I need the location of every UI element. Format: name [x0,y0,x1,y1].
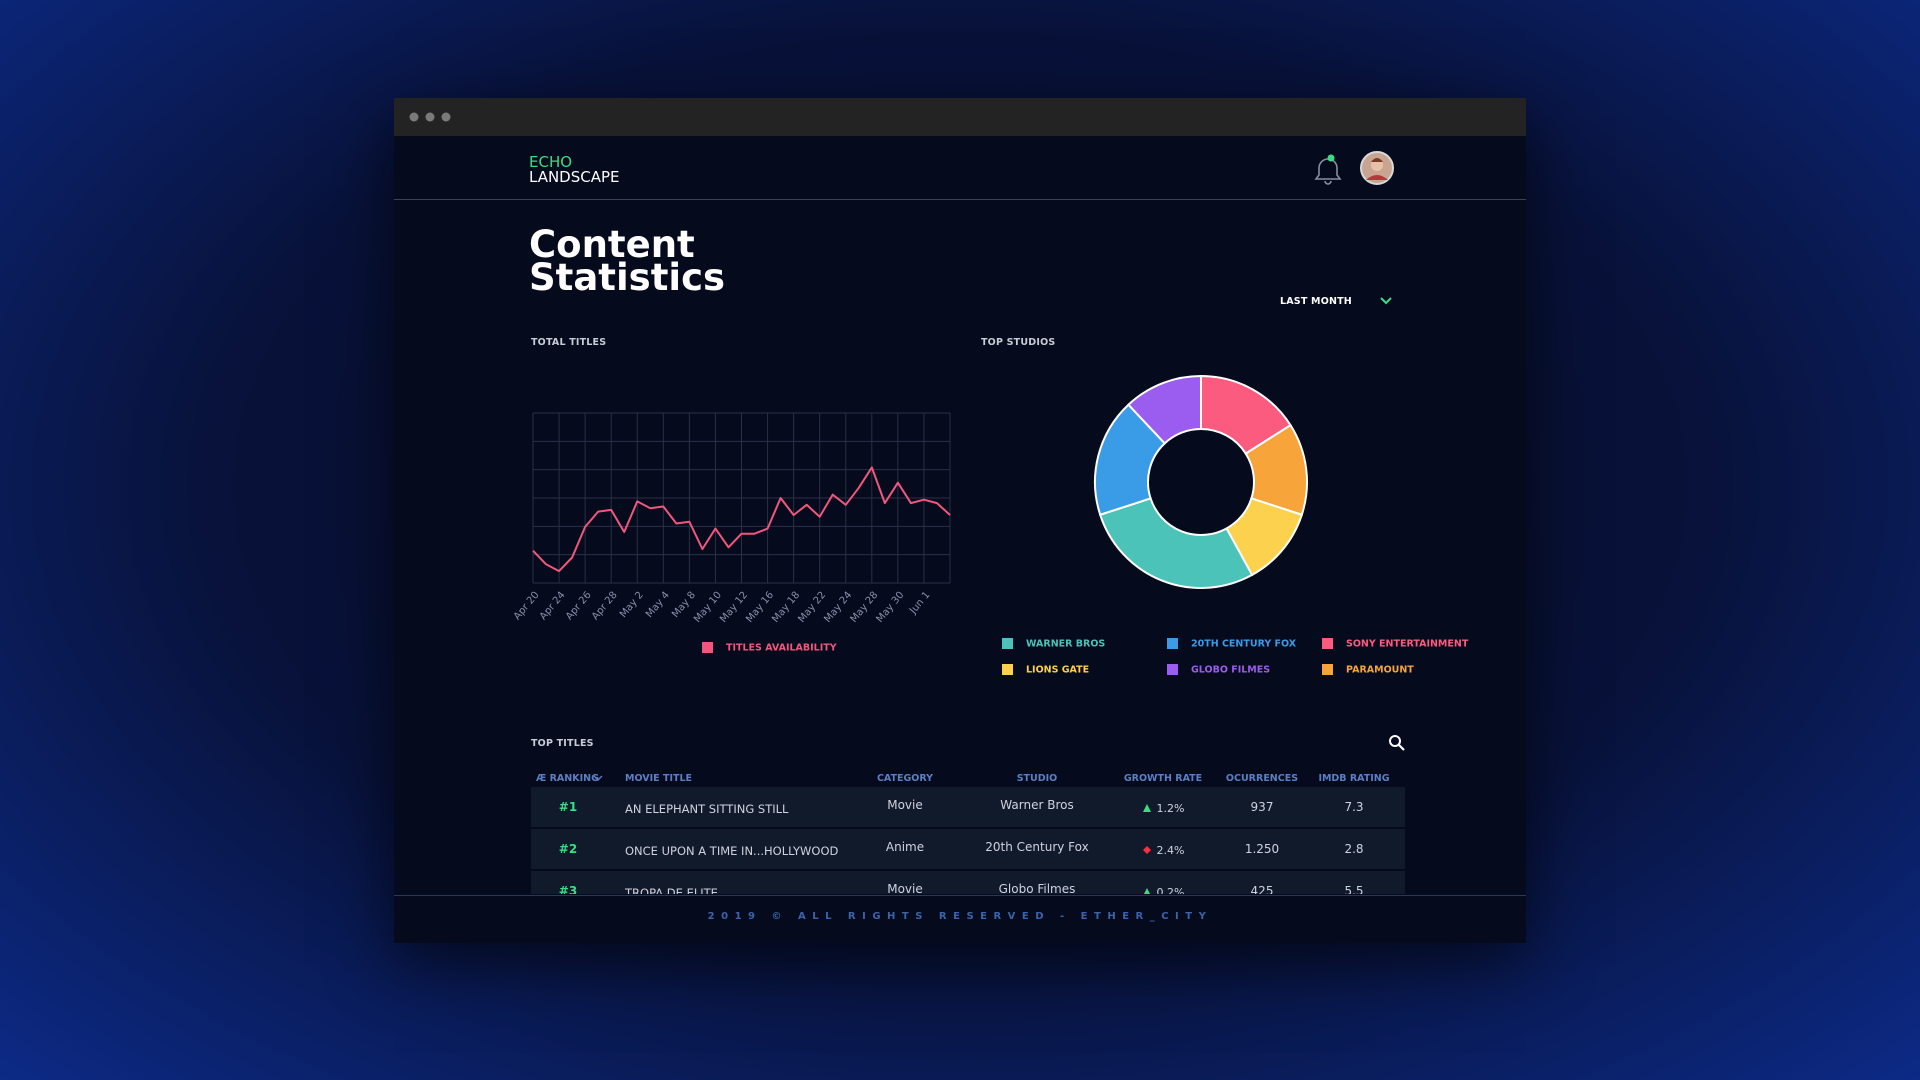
growth-rate: 2.4% [1103,844,1223,857]
footer: 2019 © ALL RIGHTS RESERVED - ETHER_CITY [707,911,1213,922]
legend-label: SONY ENTERTAINMENT [1346,639,1469,650]
legend-label: WARNER BROS [1026,639,1105,650]
sort-chevron[interactable] [593,774,603,782]
rank: #2 [558,842,578,856]
legend-swatch [1167,638,1178,649]
trend-icon [1142,804,1151,812]
table-body: #1 AN ELEPHANT SITTING STILL Movie Warner B… [531,787,1405,894]
growth-value: 2.4% [1156,844,1185,857]
table-cell: 425 [1250,884,1274,894]
pie-slice [1127,374,1202,445]
table-cell: 7.3 [1344,800,1364,814]
column-header: GROWTH RATE [1123,773,1203,784]
legend-label: PARAMOUNT [1346,665,1414,676]
rank: #1 [558,800,578,814]
header-divider [394,199,1526,200]
x-tick-label: May 4 [644,590,672,620]
column-header: IMDB RATING [1318,773,1390,784]
column-header: OCURRENCES [1225,773,1299,784]
movie-title: ONCE UPON A TIME IN...HOLLYWOOD [625,844,839,858]
x-tick-label: Apr 20 [512,590,542,623]
legend-swatch [1002,638,1013,649]
line-chart-title: TOTAL TITLES [531,337,607,348]
table-cell: 5.5 [1344,884,1364,894]
movie-title: AN ELEPHANT SITTING STILL [625,802,789,816]
window-dots [409,112,451,122]
table-cell: 937 [1250,800,1274,814]
search-icon[interactable] [1388,734,1406,752]
growth-rate: 0.2% [1103,886,1223,894]
logo-bottom: LANDSCAPE [529,168,620,186]
table-row: #3 TROPA DE ELITE Movie Globo Filmes 0.2% 425… [531,871,1405,894]
legend-swatch [702,642,713,653]
logo[interactable]: ECHO LANDSCAPE [529,155,620,185]
growth-rate: 1.2% [1103,802,1223,815]
logo-top: ECHO [529,153,573,171]
legend-swatch [1167,664,1178,675]
table-cell: Anime [885,840,925,854]
title-bar [394,98,1526,136]
column-header: MOVIE TITLE [625,773,692,784]
table-row: #1 AN ELEPHANT SITTING STILL Movie Warner B… [531,787,1405,827]
column-header: STUDIO [1016,773,1058,784]
legend-label: GLOBO FILMES [1191,665,1270,676]
rank: #3 [558,884,578,894]
period-chevron[interactable] [1379,295,1393,307]
x-tick-label: Apr 24 [538,590,568,623]
x-tick-label: Jun 1 [907,590,932,617]
column-header: CATEGORY [876,773,934,784]
growth-value: 1.2% [1156,802,1185,815]
x-tick-label: Apr 28 [590,590,620,623]
legend-label: 20TH CENTURY FOX [1191,639,1297,650]
legend-swatch [1002,664,1013,675]
footer-divider [394,895,1526,896]
table-cell: Movie [887,882,923,894]
trend-icon [1142,846,1151,854]
movie-title: TROPA DE ELITE [625,886,718,894]
avatar[interactable] [1359,150,1395,186]
notification-bell[interactable] [1308,152,1348,188]
table-title: TOP TITLES [531,738,594,749]
pie-slice [1098,497,1254,589]
table-cell: Movie [887,798,923,812]
growth-value: 0.2% [1156,886,1185,894]
page-title: Content Statistics [529,223,726,299]
table-cell: Globo Filmes [998,882,1076,894]
x-tick-label: May 2 [618,590,646,620]
table-cell: 2.8 [1344,842,1364,856]
column-header: Æ RANKING [536,773,599,784]
legend-swatch [1322,664,1333,675]
line-series [532,466,951,573]
table-cell: Warner Bros [1000,798,1074,812]
period-select[interactable]: LAST MONTH [1280,296,1352,307]
table-cell: 20th Century Fox [985,840,1089,854]
legend-label: TITLES AVAILABILITY [726,643,837,654]
table-cell: 1.250 [1244,842,1280,856]
x-tick-label: May 30 [875,590,907,625]
x-tick-label: Apr 26 [564,590,594,623]
legend-label: LIONS GATE [1026,665,1089,676]
trend-icon [1143,888,1150,894]
table-row: #2 ONCE UPON A TIME IN...HOLLYWOOD Anime 20… [531,829,1405,869]
pie-chart-title: TOP STUDIOS [981,337,1056,348]
legend-swatch [1322,638,1333,649]
